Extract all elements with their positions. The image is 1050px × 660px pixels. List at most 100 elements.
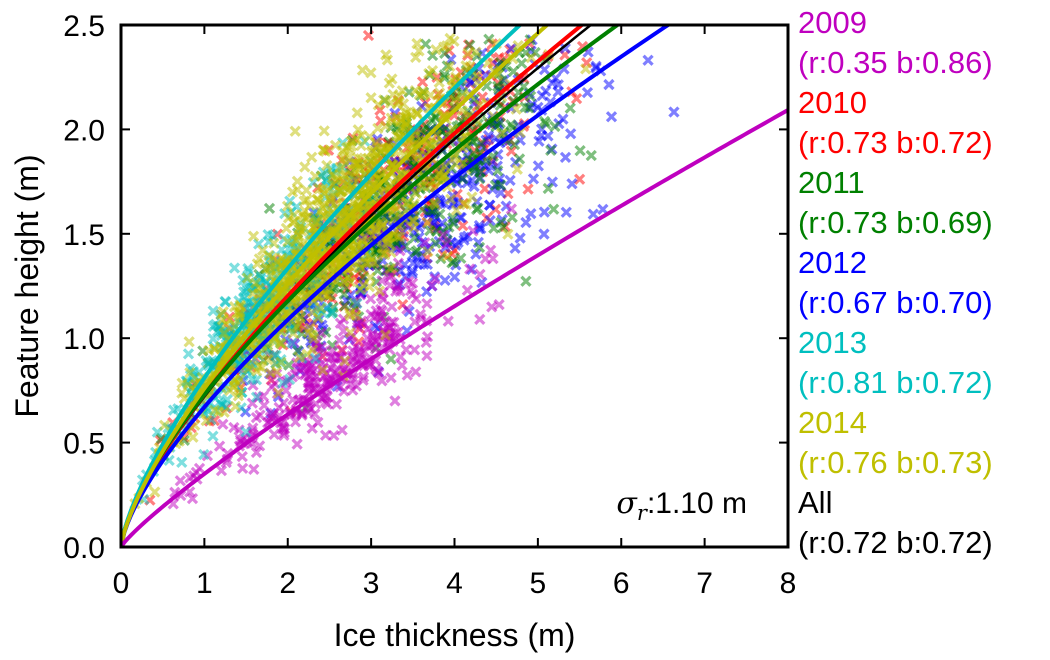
scatter-point [430, 44, 442, 56]
scatter-point [207, 430, 219, 442]
scatter-point [330, 175, 342, 187]
scatter-point [464, 263, 476, 275]
scatter-point [540, 85, 552, 97]
scatter-point [281, 200, 294, 212]
scatter-point [289, 125, 301, 137]
scatter-point [174, 475, 186, 487]
x-tick-label: 6 [613, 567, 630, 600]
x-tick-label: 8 [780, 567, 797, 600]
scatter-point [238, 286, 250, 298]
scatter-point [473, 241, 486, 254]
scatter-point [486, 301, 498, 313]
scatter-point [376, 375, 388, 387]
scatter-point [495, 127, 508, 140]
scatter-point [424, 224, 436, 237]
scatter-point [461, 284, 474, 296]
scatter-point [538, 63, 551, 76]
scatter-point [291, 362, 303, 374]
scatter-point [485, 244, 497, 256]
scatter-point [495, 179, 507, 191]
scatter-point [215, 465, 228, 477]
scatter-point [487, 150, 499, 162]
scatter-point [504, 174, 516, 186]
scatter-point [505, 145, 518, 157]
legend-year-All: All [798, 485, 832, 520]
x-tick-label: 1 [196, 567, 213, 600]
scatter-point [392, 257, 405, 269]
x-tick-label: 2 [279, 567, 296, 600]
scatter-point [376, 305, 388, 318]
scatter-point [493, 298, 505, 311]
scatter-point [247, 230, 260, 242]
scatter-point [389, 395, 401, 407]
scatter-point [408, 344, 421, 356]
scatter-point [442, 315, 454, 327]
scatter-point [381, 54, 394, 66]
scatter-point [410, 106, 423, 118]
scatter-point [527, 173, 540, 185]
scatter-point [564, 102, 576, 114]
scatter-point [379, 120, 392, 132]
scatter-point [193, 462, 206, 474]
scatter-point [182, 348, 195, 360]
scatter-point [519, 101, 531, 113]
scatter-point [449, 94, 461, 107]
scatter-point [250, 446, 263, 459]
scatter-point [509, 242, 521, 254]
scatter-point [574, 144, 586, 157]
scatter-point [487, 253, 499, 265]
scatter-point [373, 285, 386, 297]
y-tick-label: 1.5 [63, 219, 105, 252]
scatter-point [268, 237, 280, 249]
scatter-point [391, 98, 403, 110]
scatter-point [251, 258, 263, 270]
scatter-point [207, 320, 220, 332]
y-axis-title: Feature height (m) [9, 154, 45, 417]
scatter-point [327, 168, 339, 181]
scatter-point [447, 212, 459, 224]
scatter-point [344, 326, 356, 339]
scatter-point [321, 159, 333, 172]
x-tick-label: 3 [363, 567, 380, 600]
scatter-point [317, 364, 329, 376]
scatter-points [129, 29, 680, 510]
scatter-point [532, 101, 544, 113]
scatter-point [339, 169, 352, 182]
scatter-point [415, 312, 428, 325]
scatter-point [408, 232, 421, 244]
scatter-point [418, 258, 430, 270]
x-axis-title: Ice thickness (m) [334, 617, 576, 653]
scatter-point [438, 41, 450, 53]
scatter-point [351, 107, 363, 119]
scatter-point [474, 173, 486, 185]
scatter-point [505, 42, 517, 55]
legend: 2009 (r:0.35 b:0.86) 2010 (r:0.73 b:0.72) 20… [798, 5, 993, 560]
scatter-point [291, 175, 304, 187]
scatter-point [276, 377, 289, 389]
scatter-point [262, 228, 274, 241]
y-tick-label: 0.5 [63, 428, 105, 461]
scatter-point [385, 353, 397, 365]
scatter-point [559, 42, 571, 55]
scatter-point [474, 268, 486, 280]
scatter-point [471, 70, 483, 82]
scatter-point [540, 118, 552, 130]
scatter-point [384, 262, 397, 275]
scatter-point [376, 242, 388, 254]
scatter-point [439, 274, 451, 287]
scatter-point [232, 390, 245, 402]
scatter-point [303, 376, 316, 388]
scatter-point [247, 287, 259, 300]
scatter-point [483, 33, 495, 45]
scatter-point [318, 144, 330, 157]
scatter-point [409, 246, 421, 258]
scatter-point [363, 131, 376, 143]
scatter-point [394, 231, 406, 243]
scatter-point [505, 203, 518, 215]
legend-fit-2012: (r:0.67 b:0.70) [798, 285, 993, 320]
legend-year-2014: 2014 [798, 405, 867, 440]
scatter-point [434, 208, 446, 220]
scatter-point [566, 178, 578, 190]
scatter-point [364, 293, 377, 305]
scatter-point [268, 428, 280, 440]
